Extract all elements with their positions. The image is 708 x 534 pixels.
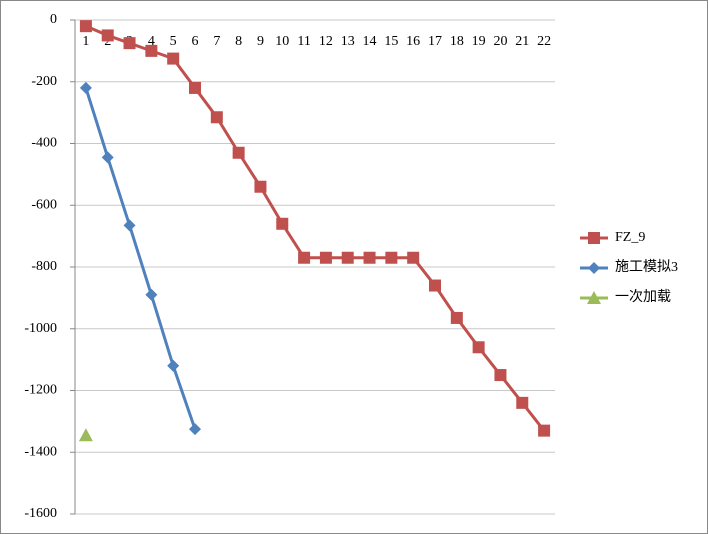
legend-marker <box>587 291 601 304</box>
x-tick-label: 4 <box>148 34 155 49</box>
y-tick-label: -400 <box>31 136 57 151</box>
point <box>123 219 136 232</box>
legend-label: 施工模拟3 <box>615 259 678 275</box>
x-tick-label: 7 <box>213 34 220 49</box>
point <box>363 251 376 264</box>
y-tick-label: -600 <box>31 197 57 212</box>
legend-marker <box>588 262 600 274</box>
point <box>298 251 311 264</box>
point <box>167 359 180 372</box>
point <box>145 288 158 301</box>
point <box>167 52 180 65</box>
point <box>407 251 420 264</box>
x-tick-label: 13 <box>341 34 355 49</box>
x-tick-label: 19 <box>472 34 486 49</box>
point <box>429 279 441 292</box>
point <box>79 20 92 33</box>
x-tick-label: 12 <box>319 34 333 49</box>
x-tick-label: 22 <box>537 34 551 49</box>
x-tick-label: 1 <box>82 34 89 49</box>
x-tick-label: 15 <box>384 34 398 49</box>
y-tick-label: -800 <box>31 259 57 274</box>
point <box>472 341 485 354</box>
point <box>450 311 463 324</box>
x-tick-label: 10 <box>275 34 289 49</box>
legend-label: FZ_9 <box>615 230 645 245</box>
point <box>319 251 332 264</box>
legend-marker <box>588 232 600 244</box>
x-tick-label: 8 <box>235 34 242 49</box>
point <box>341 251 354 264</box>
point <box>276 217 289 230</box>
point <box>123 37 136 50</box>
point <box>101 29 114 42</box>
point <box>494 369 507 382</box>
legend-label: 一次加载 <box>615 289 671 305</box>
point <box>538 424 551 437</box>
y-tick-label: -1600 <box>24 506 57 521</box>
x-tick-label: 17 <box>428 34 442 49</box>
x-tick-label: 2 <box>104 34 111 49</box>
point <box>79 81 92 94</box>
x-tick-label: 21 <box>515 34 529 49</box>
y-tick-label: -1400 <box>24 444 57 459</box>
y-tick-label: -200 <box>31 74 57 89</box>
x-tick-label: 11 <box>297 34 310 49</box>
x-tick-label: 6 <box>192 34 199 49</box>
point <box>516 396 529 409</box>
point <box>189 423 201 436</box>
point <box>385 251 398 264</box>
y-tick-label: -1200 <box>24 383 57 398</box>
series-line <box>84 87 197 430</box>
x-tick-label: 16 <box>406 34 420 49</box>
point <box>145 44 158 57</box>
point <box>232 146 245 159</box>
x-tick-label: 14 <box>363 34 377 49</box>
x-tick-label: 20 <box>493 34 507 49</box>
series-line <box>85 24 546 432</box>
point <box>210 111 223 124</box>
point <box>101 151 114 164</box>
point <box>189 81 201 94</box>
point <box>254 180 267 193</box>
x-tick-label: 18 <box>450 34 464 49</box>
y-tick-label: -1000 <box>24 321 57 336</box>
x-tick-label: 9 <box>257 34 264 49</box>
y-tick-label: 0 <box>50 12 57 27</box>
point <box>78 428 93 442</box>
x-tick-label: 5 <box>170 34 177 49</box>
